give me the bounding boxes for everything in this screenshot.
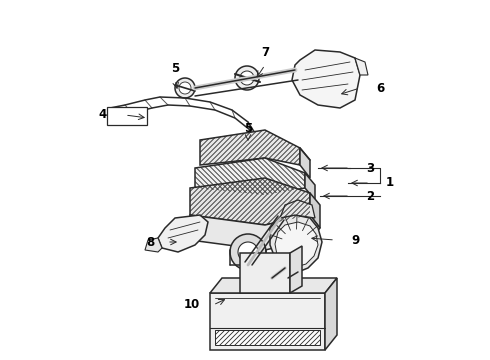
Polygon shape (300, 148, 310, 178)
Text: 7: 7 (261, 45, 269, 58)
Polygon shape (190, 215, 320, 250)
Polygon shape (275, 222, 318, 267)
Polygon shape (210, 278, 337, 293)
Text: 8: 8 (146, 235, 154, 248)
Polygon shape (195, 158, 305, 195)
Polygon shape (280, 200, 315, 218)
Text: 6: 6 (376, 81, 384, 94)
Text: 5: 5 (244, 122, 252, 135)
Polygon shape (325, 278, 337, 350)
Polygon shape (310, 193, 320, 228)
Text: 2: 2 (366, 189, 374, 202)
Circle shape (240, 71, 254, 85)
Text: 3: 3 (366, 162, 374, 175)
Polygon shape (292, 50, 360, 108)
Circle shape (230, 234, 266, 270)
Circle shape (238, 242, 258, 262)
Circle shape (240, 134, 256, 150)
Circle shape (175, 78, 195, 98)
Polygon shape (215, 330, 320, 345)
Polygon shape (355, 58, 368, 75)
Polygon shape (200, 130, 300, 165)
Polygon shape (190, 178, 310, 225)
Text: 1: 1 (386, 176, 394, 189)
Polygon shape (210, 293, 325, 350)
Polygon shape (190, 178, 310, 225)
Polygon shape (270, 215, 322, 272)
Polygon shape (195, 158, 305, 195)
Circle shape (235, 66, 259, 90)
Polygon shape (200, 130, 300, 165)
FancyBboxPatch shape (107, 107, 147, 125)
Text: 4: 4 (99, 108, 107, 122)
Polygon shape (158, 215, 208, 252)
Polygon shape (290, 246, 302, 293)
Text: 9: 9 (351, 234, 359, 247)
Text: 5: 5 (171, 62, 179, 75)
Polygon shape (305, 173, 315, 200)
Polygon shape (240, 253, 290, 293)
Polygon shape (215, 330, 320, 345)
Circle shape (179, 82, 191, 94)
Polygon shape (145, 238, 162, 252)
Text: 10: 10 (184, 298, 200, 311)
